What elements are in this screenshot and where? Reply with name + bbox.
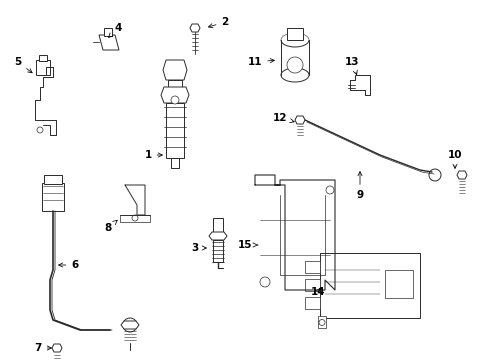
Circle shape — [286, 57, 303, 73]
Text: 8: 8 — [104, 220, 117, 233]
Bar — [286, 28, 303, 40]
Circle shape — [132, 215, 138, 221]
Circle shape — [37, 127, 43, 133]
Bar — [317, 315, 325, 328]
Bar — [305, 297, 319, 309]
Text: 14: 14 — [310, 287, 325, 297]
Text: 12: 12 — [272, 113, 294, 123]
Text: 3: 3 — [191, 243, 206, 253]
Text: 7: 7 — [34, 343, 51, 353]
Bar — [165, 103, 183, 158]
Text: 15: 15 — [237, 240, 257, 250]
Text: 9: 9 — [356, 172, 363, 200]
Polygon shape — [208, 232, 226, 240]
Circle shape — [325, 186, 333, 194]
Bar — [305, 279, 319, 291]
Polygon shape — [456, 171, 466, 179]
Text: 11: 11 — [247, 57, 274, 67]
Text: 6: 6 — [59, 260, 79, 270]
Bar — [168, 80, 182, 95]
Bar — [319, 252, 419, 318]
Circle shape — [318, 320, 325, 325]
Text: 13: 13 — [344, 57, 359, 75]
Bar — [305, 261, 319, 273]
Bar — [36, 60, 50, 75]
Polygon shape — [294, 116, 305, 124]
Bar — [171, 158, 179, 168]
Bar — [42, 183, 64, 211]
Circle shape — [171, 96, 179, 104]
Bar — [44, 175, 62, 184]
Text: 4: 4 — [108, 23, 122, 37]
Polygon shape — [121, 321, 139, 329]
Bar — [39, 55, 47, 61]
Circle shape — [428, 169, 440, 181]
Bar — [213, 218, 223, 236]
Text: 2: 2 — [208, 17, 228, 28]
Text: 1: 1 — [144, 150, 162, 160]
Polygon shape — [161, 87, 189, 103]
Text: 5: 5 — [14, 57, 32, 73]
Circle shape — [260, 277, 269, 287]
Polygon shape — [163, 60, 186, 80]
Bar — [384, 270, 412, 298]
Polygon shape — [190, 24, 200, 32]
Circle shape — [123, 318, 137, 332]
Polygon shape — [52, 344, 62, 352]
Bar — [213, 240, 223, 262]
Text: 10: 10 — [447, 150, 461, 168]
Polygon shape — [99, 35, 119, 50]
Bar — [104, 28, 112, 36]
